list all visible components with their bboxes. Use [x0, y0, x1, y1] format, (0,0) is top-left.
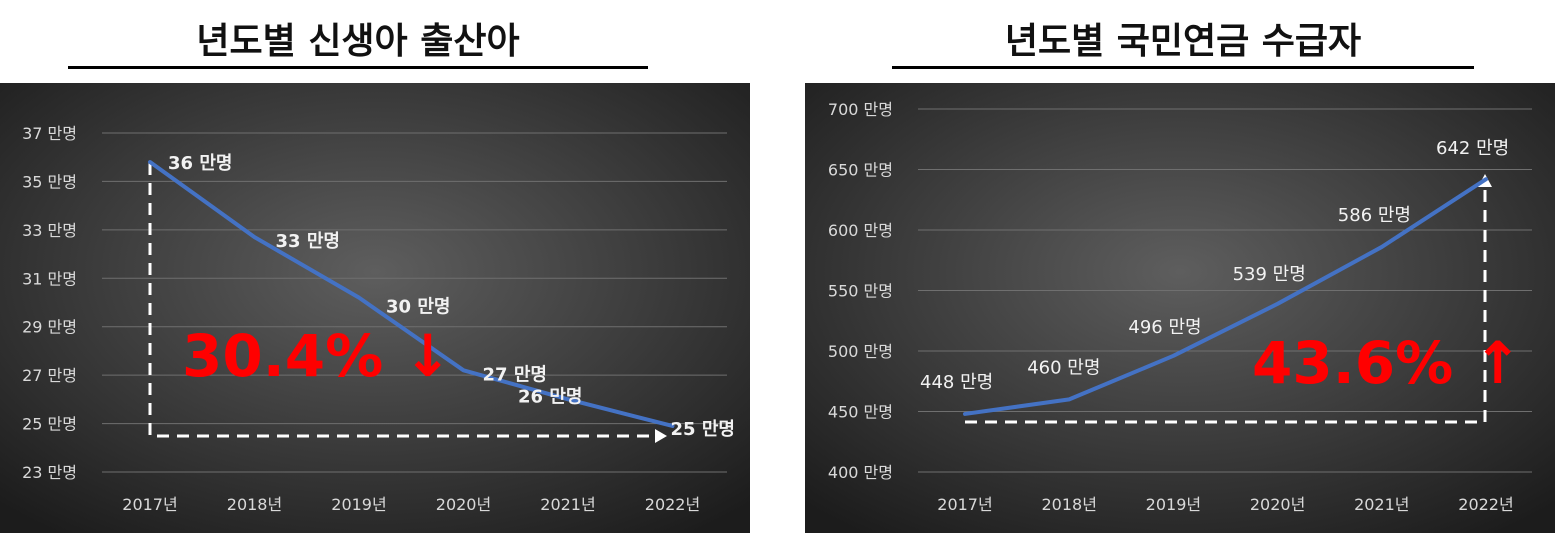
- left-title-underline: [68, 66, 648, 69]
- left-y-tick-label: 29 만명: [22, 318, 77, 337]
- left-x-tick-label: 2018년: [227, 495, 282, 514]
- left-change-annotation: 30.4% ↓: [182, 322, 452, 390]
- left-data-label: 30 만명: [386, 297, 450, 318]
- right-series-line: [963, 177, 1488, 416]
- right-title-underline: [892, 66, 1474, 69]
- right-x-tick-label: 2021년: [1354, 495, 1409, 514]
- left-bracket-arrowhead: [655, 429, 667, 443]
- left-y-tick-label: 31 만명: [22, 269, 77, 288]
- right-data-point: [1276, 302, 1280, 306]
- right-data-point: [1171, 354, 1175, 358]
- left-data-point: [148, 160, 152, 164]
- right-y-tick-label: 400 만명: [828, 463, 893, 482]
- right-change-annotation: 43.6% ↑: [1252, 329, 1522, 397]
- births-chart: 23 만명 25 만명 27 만명 29 만명 31 만명 33 만명 35 만명 37 만명…: [0, 83, 750, 533]
- left-series-line: [148, 160, 675, 428]
- right-y-tick-label: 500 만명: [828, 342, 893, 361]
- left-y-tick-label: 27 만명: [22, 366, 77, 385]
- pension-chart: 400 만명 450 만명 500 만명 550 만명 600 만명 650 만명 700 …: [805, 83, 1555, 533]
- right-data-label: 539 만명: [1233, 264, 1306, 285]
- right-dashed-bracket: [965, 187, 1487, 424]
- left-data-label: 27 만명: [483, 364, 547, 385]
- right-y-tick-label: 550 만명: [828, 282, 893, 301]
- left-y-tick-label: 35 만명: [22, 172, 77, 191]
- left-x-tick-label: 2019년: [331, 495, 386, 514]
- left-data-label: 25 만명: [671, 419, 735, 440]
- left-y-tick-label: 37 만명: [22, 124, 77, 143]
- right-data-label: 642 만명: [1436, 138, 1509, 159]
- left-x-tick-label: 2022년: [645, 495, 700, 514]
- left-data-point: [566, 397, 570, 401]
- right-y-tick-label: 650 만명: [828, 161, 893, 180]
- right-data-point: [1484, 177, 1488, 181]
- left-y-tick-label: 23 만명: [22, 463, 77, 482]
- left-data-label: 33 만명: [276, 231, 340, 252]
- right-x-tick-label: 2022년: [1458, 495, 1513, 514]
- left-data-point: [671, 424, 674, 428]
- left-y-tick-label: 33 만명: [22, 221, 77, 240]
- left-data-point: [357, 296, 361, 300]
- left-data-point: [253, 235, 256, 239]
- left-chart-title: 년도별 신생아 출산아: [196, 21, 520, 62]
- right-x-tick-label: 2019년: [1146, 495, 1201, 514]
- left-dashed-bracket: [148, 163, 655, 438]
- right-x-tick-label: 2018년: [1041, 495, 1096, 514]
- right-x-tick-label: 2020년: [1250, 495, 1305, 514]
- right-data-point: [1067, 397, 1071, 401]
- right-y-tick-label: 450 만명: [828, 403, 893, 422]
- right-data-point: [963, 412, 967, 416]
- right-data-label: 448 만명: [920, 372, 993, 393]
- right-chart-title: 년도별 국민연금 수급자: [1004, 21, 1362, 62]
- right-background: [805, 83, 1555, 533]
- left-data-label: 36 만명: [168, 153, 232, 174]
- left-data-label: 26 만명: [518, 386, 582, 407]
- left-y-tick-label: 25 만명: [22, 415, 77, 434]
- right-data-label: 586 만명: [1338, 205, 1411, 226]
- right-data-label: 496 만명: [1128, 317, 1201, 338]
- left-x-tick-label: 2020년: [436, 495, 491, 514]
- left-x-tick-label: 2017년: [122, 495, 177, 514]
- left-x-tick-label: 2021년: [540, 495, 595, 514]
- right-x-tick-label: 2017년: [937, 495, 992, 514]
- right-y-tick-label: 600 만명: [828, 221, 893, 240]
- left-data-point: [462, 368, 465, 372]
- right-data-point: [1380, 245, 1384, 249]
- right-y-tick-label: 700 만명: [828, 100, 893, 119]
- right-data-label: 460 만명: [1027, 357, 1100, 378]
